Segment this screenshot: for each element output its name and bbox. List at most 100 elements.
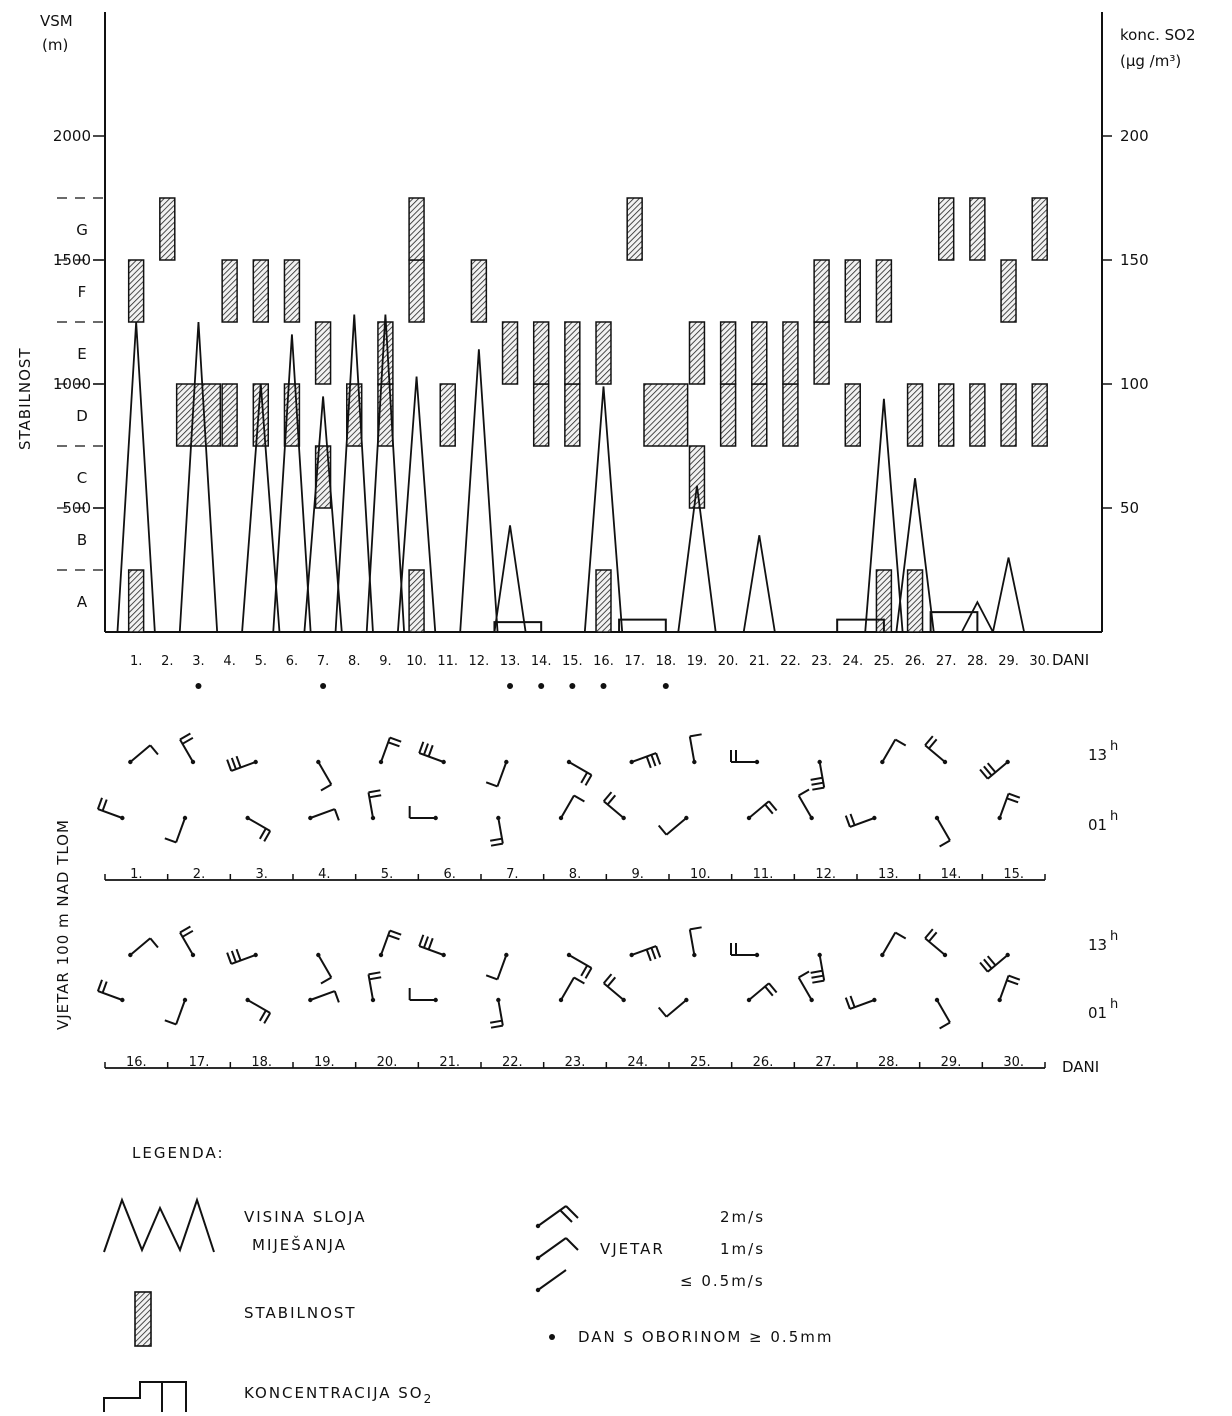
precip-dot-day-3 bbox=[195, 683, 202, 689]
wind-panel: 1. 2. 3. 4. 5. 6. 7. 8. 9. 10. 11. 12. 13. 14. 15. 16. 1… bbox=[96, 732, 1046, 1070]
stability-bar-day-13-E bbox=[501, 321, 519, 385]
stability-class-label: C bbox=[77, 469, 87, 487]
hour-13-label-row1: 13 bbox=[1088, 746, 1107, 764]
precipitation-markers bbox=[195, 683, 669, 689]
wind-day-label: 13. bbox=[878, 867, 899, 882]
mixing-peak-day-8 bbox=[334, 314, 374, 633]
wind-barb-13h bbox=[179, 925, 196, 958]
day-label: 8. bbox=[348, 654, 360, 669]
hour-01-label-row2: 01 bbox=[1088, 1004, 1107, 1022]
stability-bar-day-4-F bbox=[221, 259, 238, 323]
legend-wind-2ms-icon bbox=[535, 1205, 579, 1229]
mixing-peak-day-25 bbox=[864, 398, 904, 633]
right-axis-ticks: 50 100 150 200 bbox=[1102, 127, 1149, 517]
wind-barb-01h bbox=[408, 806, 438, 821]
wind-barb-01h bbox=[934, 997, 951, 1030]
wind-barb-01h bbox=[96, 797, 125, 821]
wind-barb-01h bbox=[308, 808, 340, 821]
stability-bar-day-23-E bbox=[813, 321, 830, 385]
left-tick-label: 2000 bbox=[53, 127, 91, 145]
wind-barb-01h bbox=[657, 815, 689, 836]
day-label: 1. bbox=[130, 654, 142, 669]
stability-bar-day-27-G bbox=[937, 197, 955, 261]
day-label: 7. bbox=[317, 654, 329, 669]
stability-class-label: E bbox=[77, 345, 86, 363]
stability-bar-day-14-E bbox=[532, 321, 550, 385]
wind-day-label: 6. bbox=[443, 867, 455, 882]
hour-13-label-row2: 13 bbox=[1088, 936, 1107, 954]
day-label: 3. bbox=[192, 654, 204, 669]
left-tick-label: 1000 bbox=[53, 375, 91, 393]
stability-bar-day-24-F bbox=[844, 259, 861, 323]
so2-step-day-13 bbox=[493, 621, 543, 632]
wind-barb-01h bbox=[602, 791, 626, 821]
stability-bar-day-12-F bbox=[470, 259, 488, 323]
wind-barb-13h bbox=[179, 732, 196, 765]
wind-barb-13h bbox=[629, 945, 662, 962]
mixing-peak-day-7 bbox=[303, 396, 343, 633]
days-axis-label: DANI bbox=[1052, 651, 1089, 669]
wind-day-label: 23. bbox=[565, 1055, 586, 1070]
stability-class-label: G bbox=[76, 221, 88, 239]
stability-bar-day-10-G bbox=[408, 197, 425, 261]
mixing-peak-day-6 bbox=[272, 334, 312, 633]
legend-wind-symbols bbox=[535, 1205, 579, 1293]
mixing-peak-day-9 bbox=[365, 314, 405, 633]
wind-barb-13h bbox=[688, 926, 702, 958]
legend-wind-1ms-icon bbox=[535, 1237, 579, 1261]
wind-day-label: 26. bbox=[753, 1055, 774, 1070]
day-label: 25. bbox=[874, 654, 895, 669]
wind-day-label: 1. bbox=[130, 867, 142, 882]
precip-dot-day-13 bbox=[507, 683, 514, 689]
wind-barb-13h bbox=[566, 759, 593, 786]
left-axis-title-line1: VSM bbox=[40, 12, 73, 30]
stability-bar-day-3-D bbox=[175, 383, 222, 447]
wind-barb-01h bbox=[367, 789, 382, 821]
wind-day-label: 24. bbox=[627, 1055, 648, 1070]
stability-class-label: D bbox=[76, 407, 88, 425]
mixing-peak-day-3 bbox=[178, 321, 219, 633]
stability-bar-day-26-D bbox=[906, 383, 924, 447]
stability-bar-day-26-A bbox=[906, 569, 924, 633]
mixing-peak-day-1 bbox=[116, 321, 156, 633]
wind-barb-01h bbox=[245, 997, 272, 1024]
wind-barb-13h bbox=[566, 952, 593, 979]
wind-day-label: 9. bbox=[631, 867, 643, 882]
wind-barb-01h bbox=[746, 982, 778, 1003]
stability-bar-day-22-D bbox=[782, 383, 799, 447]
wind-barb-01h bbox=[408, 988, 438, 1003]
stability-bar-day-20-E bbox=[719, 321, 737, 385]
stability-bar-day-2-G bbox=[159, 197, 176, 261]
mixing-peak-day-29 bbox=[992, 557, 1025, 633]
stability-bar-day-10-F bbox=[408, 259, 425, 323]
wind-day-label: 7. bbox=[506, 867, 518, 882]
wind-barb-01h bbox=[997, 974, 1021, 1003]
stability-bar-day-14-D bbox=[532, 383, 550, 447]
legend-wind-05: ≤ 0.5m/s bbox=[680, 1272, 765, 1290]
legend-so2-prefix: KONCENTRACIJA SO bbox=[244, 1384, 424, 1402]
wind-barb-13h bbox=[485, 952, 509, 981]
hour-suffix-13-row2: h bbox=[1110, 929, 1118, 944]
legend-title: LEGENDA: bbox=[132, 1144, 225, 1162]
day-label: 2. bbox=[161, 654, 173, 669]
wind-barb-01h bbox=[602, 973, 626, 1003]
wind-barb-13h bbox=[316, 759, 333, 792]
legend-precip-dot bbox=[549, 1334, 555, 1340]
wind-day-label: 14. bbox=[941, 867, 962, 882]
wind-day-label: 27. bbox=[815, 1055, 836, 1070]
stability-bar-day-22-E bbox=[782, 321, 799, 385]
mixing-peak-day-26 bbox=[895, 478, 935, 633]
so2-step-day-17 bbox=[618, 618, 667, 632]
day-tick-labels: 1. 2. 3. 4. 5. 6. 7. 8. 9. 10. 11. 12. 13. 14. 15. 16. 1… bbox=[130, 654, 1050, 669]
mixing-height-series bbox=[116, 314, 1025, 633]
stability-class-label: F bbox=[78, 283, 87, 301]
day-label: 12. bbox=[469, 654, 490, 669]
wind-day-label: 4. bbox=[318, 867, 330, 882]
stability-bar-day-30-G bbox=[1031, 197, 1048, 261]
hour-suffix-01-row1: h bbox=[1110, 809, 1118, 824]
day-label: 26. bbox=[905, 654, 926, 669]
stability-bar-day-28-D bbox=[969, 383, 986, 447]
day-label: 23. bbox=[811, 654, 832, 669]
precip-dot-day-16 bbox=[600, 683, 607, 689]
